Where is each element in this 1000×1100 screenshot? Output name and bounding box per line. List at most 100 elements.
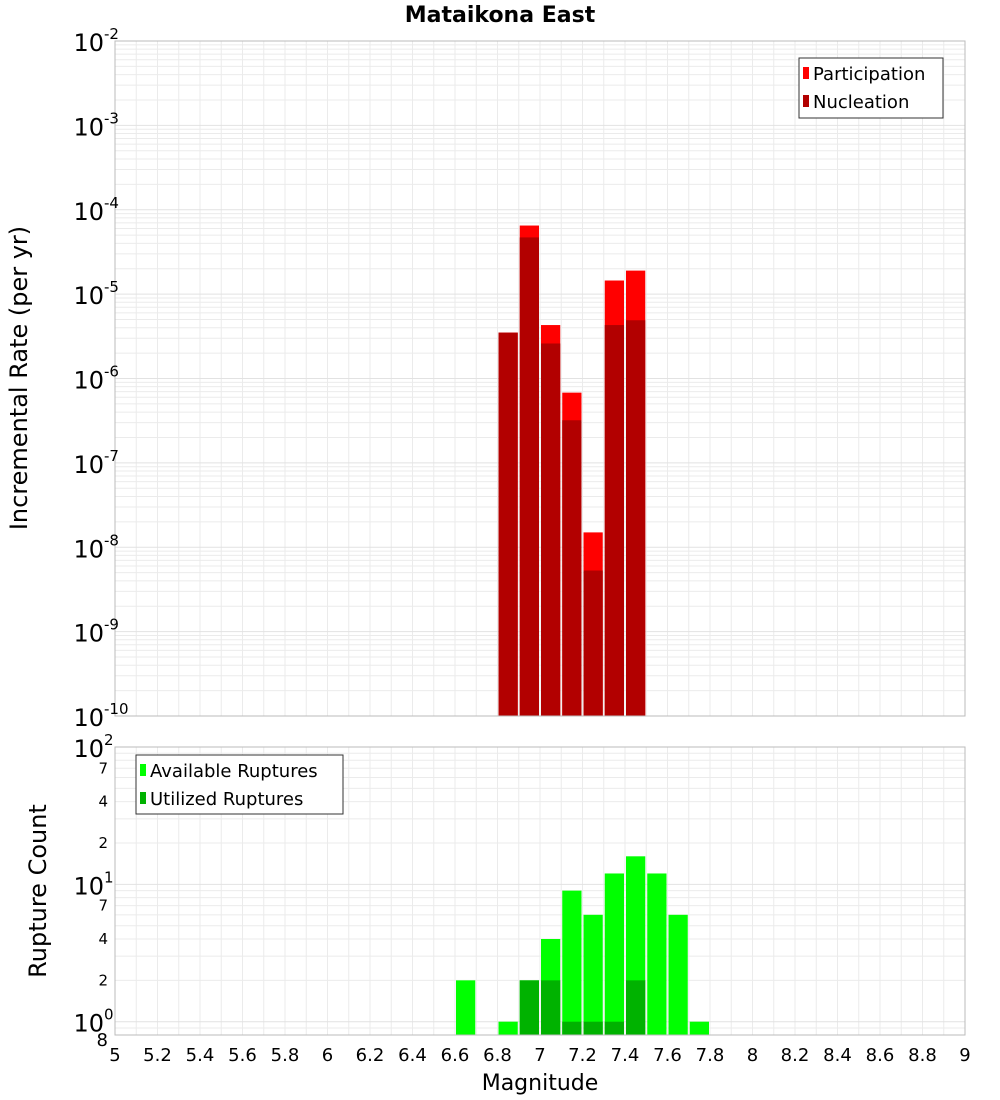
nucleation-bar — [519, 237, 539, 716]
tick-label-base: 10 — [73, 735, 104, 763]
nucleation-bar — [498, 332, 518, 716]
rate-legend-box — [798, 57, 944, 119]
tick-label-base: 10 — [73, 872, 104, 900]
participation-legend-label: Participation — [813, 64, 925, 85]
count-y-minor-tick-label: 8 — [97, 1030, 108, 1051]
tick-label-exponent: -2 — [104, 25, 119, 43]
tick-label-exponent: -8 — [104, 531, 119, 549]
x-tick-label: 6.4 — [398, 1045, 427, 1066]
x-tick-label: 8 — [747, 1045, 758, 1066]
count-y-minor-tick-label: 7 — [98, 759, 108, 777]
utilized-ruptures-bar — [626, 980, 646, 1035]
available-ruptures-bar — [583, 914, 603, 1035]
x-tick-label: 5.4 — [186, 1045, 215, 1066]
x-axis-ticks: 5 5.2 5.4 5.6 5.8 6 6.2 6.4 6.6 6.8 7 7.2 7.4 7.6 7.8 8… — [109, 1045, 970, 1066]
available-ruptures-bar — [562, 890, 582, 1035]
count-y-minor-tick-label: 2 — [98, 971, 108, 989]
count-y-axis-label: Rupture Count — [24, 804, 52, 978]
tick-label-base: 10 — [73, 1010, 104, 1038]
x-tick-label: 6.6 — [441, 1045, 470, 1066]
count-bars — [456, 856, 709, 1035]
rate-y-ticks: 10-210-310-410-510-610-710-810-910-10 — [73, 25, 128, 732]
rate-y-tick: 10 -6 — [73, 363, 119, 395]
nucleation-bar — [604, 325, 624, 716]
utilized-ruptures-bar — [604, 1021, 624, 1035]
count-legend-box — [135, 754, 344, 815]
x-tick-label: 8.8 — [908, 1045, 937, 1066]
count-y-minor-tick-label: 4 — [98, 793, 108, 811]
count-y-tick: 10 2 — [73, 731, 113, 763]
utilized-ruptures-bar — [519, 980, 539, 1035]
count-grid — [114, 747, 966, 1036]
x-tick-label: 8.6 — [866, 1045, 895, 1066]
tick-label-base: 10 — [73, 29, 104, 57]
count-legend: Available Ruptures Utilized Ruptures — [135, 754, 344, 815]
count-y-tick: 10 1 — [73, 868, 113, 900]
tick-label-exponent: -10 — [104, 700, 129, 718]
nucleation-bar — [583, 570, 603, 716]
tick-label-exponent: 1 — [104, 868, 114, 886]
tick-label-exponent: -5 — [104, 278, 119, 296]
nucleation-bar — [541, 343, 561, 716]
rate-plot-frame — [114, 40, 966, 717]
x-tick-label: 5 — [109, 1045, 120, 1066]
nucleation-legend-swatch — [803, 95, 809, 107]
rate-y-tick: 10 -4 — [73, 194, 119, 226]
rate-y-tick: 10 -10 — [73, 700, 128, 732]
rate-grid — [114, 41, 966, 717]
available-ruptures-bar — [498, 1021, 518, 1035]
x-tick-label: 7 — [534, 1045, 545, 1066]
count-plot-frame — [114, 746, 966, 1036]
rate-y-tick: 10 -3 — [73, 109, 119, 141]
x-tick-label: 6.8 — [483, 1045, 512, 1066]
tick-label-base: 10 — [73, 535, 104, 563]
rate-y-tick: 10 -5 — [73, 278, 119, 310]
tick-label-base: 10 — [73, 451, 104, 479]
participation-legend-swatch — [803, 67, 809, 79]
x-tick-label: 6 — [322, 1045, 333, 1066]
x-tick-label: 7.4 — [611, 1045, 640, 1066]
x-tick-label: 5.8 — [271, 1045, 300, 1066]
count-y-tick: 10 0 — [73, 1006, 113, 1038]
rate-y-tick: 10 -9 — [73, 616, 119, 648]
x-tick-label: 7.2 — [568, 1045, 597, 1066]
chart-title: Mataikona East — [405, 3, 596, 28]
nucleation-bar — [562, 420, 582, 716]
x-tick-label: 8.2 — [781, 1045, 810, 1066]
tick-label-exponent: -4 — [104, 194, 119, 212]
nucleation-legend-label: Nucleation — [813, 92, 909, 113]
x-tick-label: 9 — [959, 1045, 970, 1066]
tick-label-exponent: 0 — [104, 1006, 114, 1024]
count-y-minor-tick-label: 2 — [98, 834, 108, 852]
tick-label-base: 10 — [73, 704, 104, 732]
rate-chart-panel: 10-210-310-410-510-610-710-810-910-10 In… — [5, 25, 966, 732]
tick-label-exponent: 2 — [104, 731, 114, 749]
utilized-ruptures-bar — [562, 1021, 582, 1035]
rate-y-tick: 10 -8 — [73, 531, 119, 563]
tick-label-base: 10 — [73, 198, 104, 226]
tick-label-exponent: -3 — [104, 109, 119, 127]
tick-label-base: 10 — [73, 367, 104, 395]
available-legend-swatch — [140, 764, 146, 776]
x-tick-label: 7.8 — [696, 1045, 725, 1066]
nucleation-bar — [626, 320, 646, 716]
tick-label-base: 10 — [73, 113, 104, 141]
rate-y-axis-label: Incremental Rate (per yr) — [5, 226, 33, 530]
x-tick-label: 5.2 — [143, 1045, 172, 1066]
utilized-legend-swatch — [140, 792, 146, 804]
available-ruptures-bar — [647, 873, 667, 1035]
x-tick-label: 6.2 — [356, 1045, 385, 1066]
available-ruptures-bar — [668, 914, 688, 1035]
tick-label-exponent: -6 — [104, 363, 119, 381]
utilized-legend-label: Utilized Ruptures — [150, 789, 303, 810]
utilized-ruptures-bar — [583, 1021, 603, 1035]
x-tick-label: 7.6 — [653, 1045, 682, 1066]
available-ruptures-bar — [604, 873, 624, 1035]
tick-label-base: 10 — [73, 620, 104, 648]
tick-label-exponent: -7 — [104, 447, 119, 465]
count-y-minor-tick-label: 4 — [98, 930, 108, 948]
tick-label-base: 10 — [73, 282, 104, 310]
